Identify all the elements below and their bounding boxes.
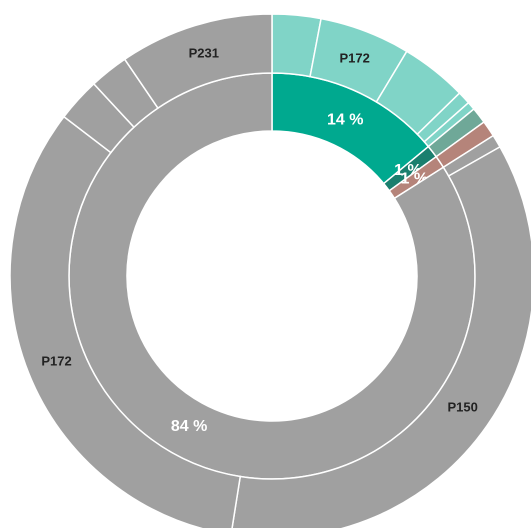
segment: [123, 13, 273, 110]
segment-label: 84 %: [171, 418, 207, 435]
segment-label: P172: [41, 354, 71, 369]
segment-label: P150: [447, 400, 477, 415]
segment-label: 14 %: [327, 112, 363, 129]
segment-label: P231: [189, 46, 219, 61]
segment-label: P172: [340, 51, 370, 66]
segment: [9, 115, 242, 528]
segment: [231, 145, 531, 528]
